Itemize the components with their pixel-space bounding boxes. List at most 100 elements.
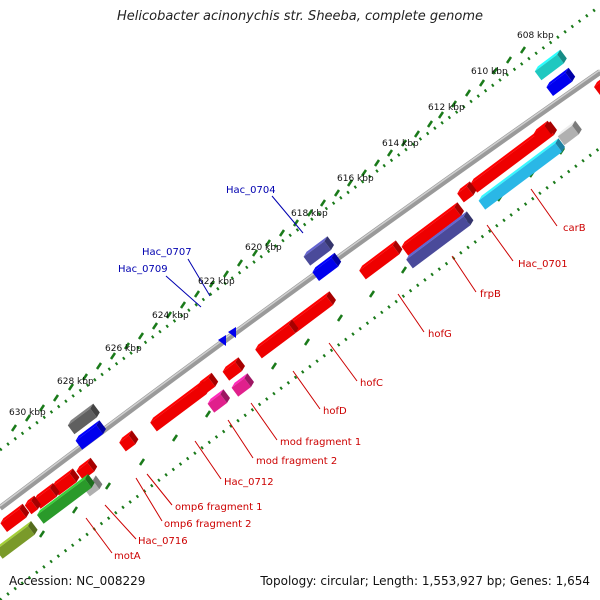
outer-tick [306, 209, 314, 217]
gene-arrow-hac-0707 [228, 327, 236, 338]
outer-tick [222, 270, 230, 278]
gene-label-hofc[interactable]: hofC [360, 378, 383, 389]
scale-label-630: 630 kbp [9, 408, 46, 418]
outer-tick [373, 159, 381, 167]
gene-label-omp6-fragment-2[interactable]: omp6 fragment 2 [164, 519, 252, 530]
outer-tick [236, 259, 244, 267]
gene-block-hac-0704 [303, 236, 334, 266]
gene-label-mota[interactable]: motA [114, 551, 141, 562]
outer-tick [426, 120, 434, 128]
scale-label-626: 626 kbp [105, 344, 142, 354]
callout-hofc [328, 342, 358, 382]
callout-hac-0712 [194, 440, 222, 480]
gene-block-gray-carb [557, 120, 582, 146]
gene-label-hac-0707[interactable]: Hac_0707 [142, 247, 192, 258]
gene-block-mod-2 [197, 372, 219, 395]
callout-frpb [451, 255, 477, 293]
scale-label-612: 612 kbp [428, 103, 465, 113]
inner-tick [303, 338, 311, 346]
gene-block-green [37, 474, 95, 524]
inner-tick [71, 506, 79, 514]
outer-tick [333, 189, 341, 197]
outer-tick [81, 373, 89, 381]
outer-tick [278, 229, 286, 237]
gene-label-mod-fragment-1[interactable]: mod fragment 1 [280, 437, 361, 448]
scale-label-628: 628 kbp [57, 377, 94, 387]
gene-label-omp6-fragment-1[interactable]: omp6 fragment 1 [175, 502, 263, 513]
outer-tick [179, 301, 187, 309]
gene-block-gray-630 [67, 403, 100, 435]
gene-label-carb[interactable]: carB [563, 223, 586, 234]
inner-tick [138, 458, 146, 466]
gene-label-frpb[interactable]: frpB [480, 289, 501, 300]
scale-label-620: 620 kbp [245, 243, 282, 253]
gene-block-mod-magenta-1 [231, 373, 254, 397]
outer-tick [491, 67, 499, 75]
scale-ticks-outer [10, 46, 527, 432]
gene-label-hofg[interactable]: hofG [428, 329, 452, 340]
callout-hac-0704 [271, 195, 304, 234]
gene-block-red-mota-3 [24, 495, 41, 515]
outer-tick [67, 383, 75, 391]
outer-tick [346, 179, 354, 187]
gene-label-hac-0704[interactable]: Hac_0704 [226, 185, 276, 196]
outer-scale-band [0, 4, 600, 452]
gene-block-blue-608 [546, 67, 576, 96]
callout-mod-2 [227, 419, 254, 459]
callout-hac-0709 [165, 275, 202, 308]
callout-hac-0707 [187, 258, 211, 297]
callout-omp6-1 [146, 473, 173, 506]
outer-tick [52, 394, 60, 402]
inner-tick [270, 362, 278, 370]
gene-label-hac-0709[interactable]: Hac_0709 [118, 264, 168, 275]
scale-label-608: 608 kbp [517, 31, 554, 41]
gene-block-blue-618 [312, 252, 342, 281]
gene-block-omp6 [119, 430, 139, 452]
outer-tick [505, 56, 513, 64]
callout-mota [85, 517, 113, 554]
callout-mod-1 [250, 402, 278, 441]
outer-tick [478, 79, 486, 87]
gene-block-hac-0716 [76, 457, 98, 480]
gene-track [0, 49, 600, 559]
topology-text: Topology: circular; Length: 1,553,927 bp… [260, 574, 590, 588]
outer-tick [38, 404, 46, 412]
gene-block-hofg [359, 240, 403, 280]
callout-hac-0716 [104, 504, 137, 540]
outer-tick [193, 290, 201, 298]
gene-label-hac-0716[interactable]: Hac_0716 [138, 536, 188, 547]
outer-tick [251, 249, 259, 257]
gene-label-hac-0712[interactable]: Hac_0712 [224, 477, 274, 488]
callout-omp6-2 [135, 477, 163, 522]
label-callouts [85, 188, 558, 554]
outer-tick [123, 342, 131, 350]
gene-label-mod-fragment-2[interactable]: mod fragment 2 [256, 456, 337, 467]
gene-block-mod-1 [222, 357, 245, 381]
gene-arrow-hac-0709 [218, 335, 226, 346]
outer-tick [95, 362, 103, 370]
gene-label-hofd[interactable]: hofD [323, 406, 347, 417]
outer-tick [109, 352, 117, 360]
callout-hac-0701 [486, 224, 514, 262]
outer-tick [319, 199, 327, 207]
outer-tick [151, 322, 159, 330]
outer-tick [165, 311, 173, 319]
outer-tick [292, 219, 300, 227]
outer-tick [519, 46, 527, 54]
scale-label-622: 622 kbp [198, 277, 235, 287]
gene-block-hofd [255, 319, 299, 359]
gene-block-hofc [289, 291, 336, 333]
gene-block-red-edge [594, 79, 600, 96]
outer-tick [413, 130, 421, 138]
gene-block-hac-0701 [401, 202, 464, 256]
outer-tick [360, 169, 368, 177]
scale-label-624: 624 kbp [152, 311, 189, 321]
gene-label-hac-0701[interactable]: Hac_0701 [518, 259, 568, 270]
outer-tick [264, 239, 272, 247]
inner-tick [104, 482, 112, 490]
outer-tick [450, 100, 458, 108]
outer-tick [208, 280, 216, 288]
outer-tick [24, 414, 32, 422]
genome-title: Helicobacter acinonychis str. Sheeba, co… [116, 9, 483, 24]
